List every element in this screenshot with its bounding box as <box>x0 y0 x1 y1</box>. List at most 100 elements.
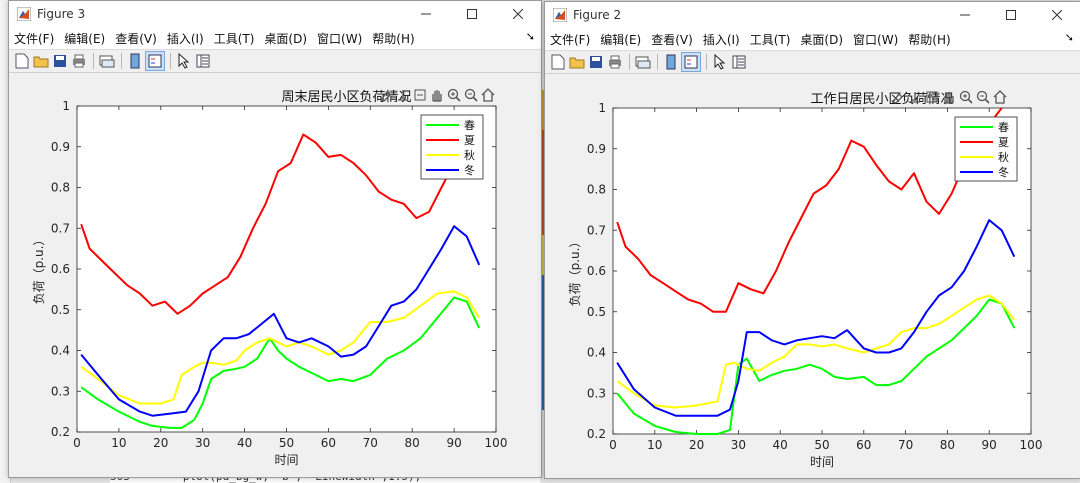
minimize-button[interactable] <box>942 2 988 28</box>
new-figure-button[interactable] <box>13 52 31 70</box>
property-editor-button[interactable] <box>730 53 748 71</box>
x-tick-label: 20 <box>689 438 704 452</box>
save-button[interactable] <box>587 53 605 71</box>
zoom-out-icon[interactable] <box>976 90 990 104</box>
menu-window[interactable]: 窗口(W) <box>853 32 899 47</box>
y-tick-label: 1 <box>62 99 70 113</box>
maximize-button[interactable] <box>449 1 495 27</box>
open-folder-icon <box>33 56 49 68</box>
axes[interactable]: 0 10 20 30 40 50 60 70 80 90 100 0.2 0.3 0.4 0.5 0.6 0.7… <box>32 90 507 467</box>
zoom-in-icon[interactable] <box>959 90 973 104</box>
series-line-春 <box>80 296 481 429</box>
print-button[interactable] <box>70 52 88 70</box>
pan-icon[interactable] <box>432 90 442 102</box>
legend-label: 冬 <box>464 163 475 177</box>
close-button[interactable] <box>495 1 541 27</box>
y-tick-label: 0.8 <box>51 181 70 195</box>
menu-help[interactable]: 帮助(H) <box>908 32 951 47</box>
series-line-夏 <box>80 133 451 315</box>
y-tick-label: 0.3 <box>51 384 70 398</box>
y-tick-label: 0.5 <box>587 305 606 319</box>
link-plot-button[interactable] <box>98 52 116 70</box>
legend-label: 夏 <box>998 136 1009 149</box>
pointer-icon <box>714 54 726 70</box>
minimize-button[interactable] <box>403 1 449 27</box>
dock-arrow-icon[interactable]: ➘ <box>1064 31 1074 44</box>
menu-insert[interactable]: 插入(I) <box>702 32 740 47</box>
y-tick-label: 0.2 <box>587 427 606 441</box>
restore-view-icon[interactable] <box>414 89 426 101</box>
save-button[interactable] <box>51 52 69 70</box>
menu-desktop[interactable]: 桌面(D) <box>800 32 844 47</box>
legend-button[interactable] <box>145 51 165 71</box>
menu-desktop[interactable]: 桌面(D) <box>264 31 308 46</box>
menu-edit[interactable]: 编辑(E) <box>64 31 106 46</box>
legend-button[interactable] <box>681 52 701 72</box>
toolbar-separator <box>706 54 707 70</box>
x-axis-label: 时间 <box>810 455 834 469</box>
edit-plot-button[interactable] <box>711 53 729 71</box>
dock-arrow-icon[interactable]: ➘ <box>525 30 535 43</box>
link-plot-button[interactable] <box>634 53 652 71</box>
figure-window-3[interactable]: Figure 3 文件(F) 编辑(E) 查看(V) 插入(I) 工具(T) 桌… <box>8 0 542 478</box>
colorbar-icon <box>130 53 140 69</box>
series-line-夏 <box>616 107 1003 313</box>
data-tip-icon[interactable] <box>910 92 920 103</box>
open-folder-icon <box>569 57 585 69</box>
x-tick-label: 20 <box>153 436 168 450</box>
menu-tools[interactable]: 工具(T) <box>749 32 791 47</box>
y-tick-label: 0.7 <box>587 223 606 237</box>
x-tick-label: 10 <box>111 436 126 450</box>
property-editor-button[interactable] <box>194 52 212 70</box>
title-bar[interactable]: Figure 2 <box>545 2 1080 28</box>
plot-canvas[interactable]: 0 10 20 30 40 50 60 70 80 90 100 0.2 0.3 0.4 0.5 0.6 0.7… <box>9 73 541 477</box>
open-file-button[interactable] <box>32 52 50 70</box>
zoom-out-icon[interactable] <box>464 88 478 102</box>
plot-canvas[interactable]: 0 10 20 30 40 50 60 70 80 90 100 0.2 0.3 0.4 0.5 0.6 0.7… <box>545 74 1080 477</box>
open-file-button[interactable] <box>568 53 586 71</box>
y-tick-label: 0.6 <box>51 262 70 276</box>
toolbar-separator <box>657 54 658 70</box>
menu-insert[interactable]: 插入(I) <box>166 31 204 46</box>
figure-window-2[interactable]: Figure 2 文件(F) 编辑(E) 查看(V) 插入(I) 工具(T) 桌… <box>544 1 1080 479</box>
menu-view[interactable]: 查看(V) <box>651 32 693 47</box>
menu-view[interactable]: 查看(V) <box>115 31 157 46</box>
new-figure-button[interactable] <box>549 53 567 71</box>
menu-file[interactable]: 文件(F) <box>14 31 55 46</box>
x-axis-label: 时间 <box>274 453 298 467</box>
close-button[interactable] <box>1034 2 1080 28</box>
toolbar-separator <box>629 54 630 70</box>
menu-edit[interactable]: 编辑(E) <box>600 32 642 47</box>
link-plot-icon <box>99 55 115 68</box>
home-icon[interactable] <box>993 90 1007 104</box>
close-icon <box>513 9 523 19</box>
brush-icon[interactable] <box>379 91 391 102</box>
x-tick-label: 80 <box>940 438 955 452</box>
menu-tools[interactable]: 工具(T) <box>213 31 255 46</box>
axes[interactable]: 0 10 20 30 40 50 60 70 80 90 100 0.2 0.3 0.4 0.5 0.6 0.7… <box>568 92 1042 469</box>
pan-icon[interactable] <box>944 92 954 104</box>
menu-window[interactable]: 窗口(W) <box>317 31 363 46</box>
toolbar-separator <box>93 53 94 69</box>
edit-plot-button[interactable] <box>175 52 193 70</box>
menu-help[interactable]: 帮助(H) <box>372 31 415 46</box>
print-button[interactable] <box>606 53 624 71</box>
menu-file[interactable]: 文件(F) <box>550 32 591 47</box>
colorbar-button[interactable] <box>126 52 144 70</box>
x-tick-label: 0 <box>73 436 81 450</box>
property-editor-icon <box>732 55 746 69</box>
colorbar-button[interactable] <box>662 53 680 71</box>
x-tick-label: 90 <box>446 436 461 450</box>
data-tip-icon[interactable] <box>398 90 408 101</box>
property-editor-icon <box>196 54 210 68</box>
zoom-in-icon[interactable] <box>447 88 461 102</box>
title-bar[interactable]: Figure 3 <box>9 1 541 27</box>
maximize-button[interactable] <box>988 2 1034 28</box>
brush-icon[interactable] <box>891 93 903 104</box>
restore-view-icon[interactable] <box>926 91 938 103</box>
x-tick-label: 50 <box>279 436 294 450</box>
print-icon <box>73 54 85 68</box>
home-icon[interactable] <box>481 88 495 102</box>
